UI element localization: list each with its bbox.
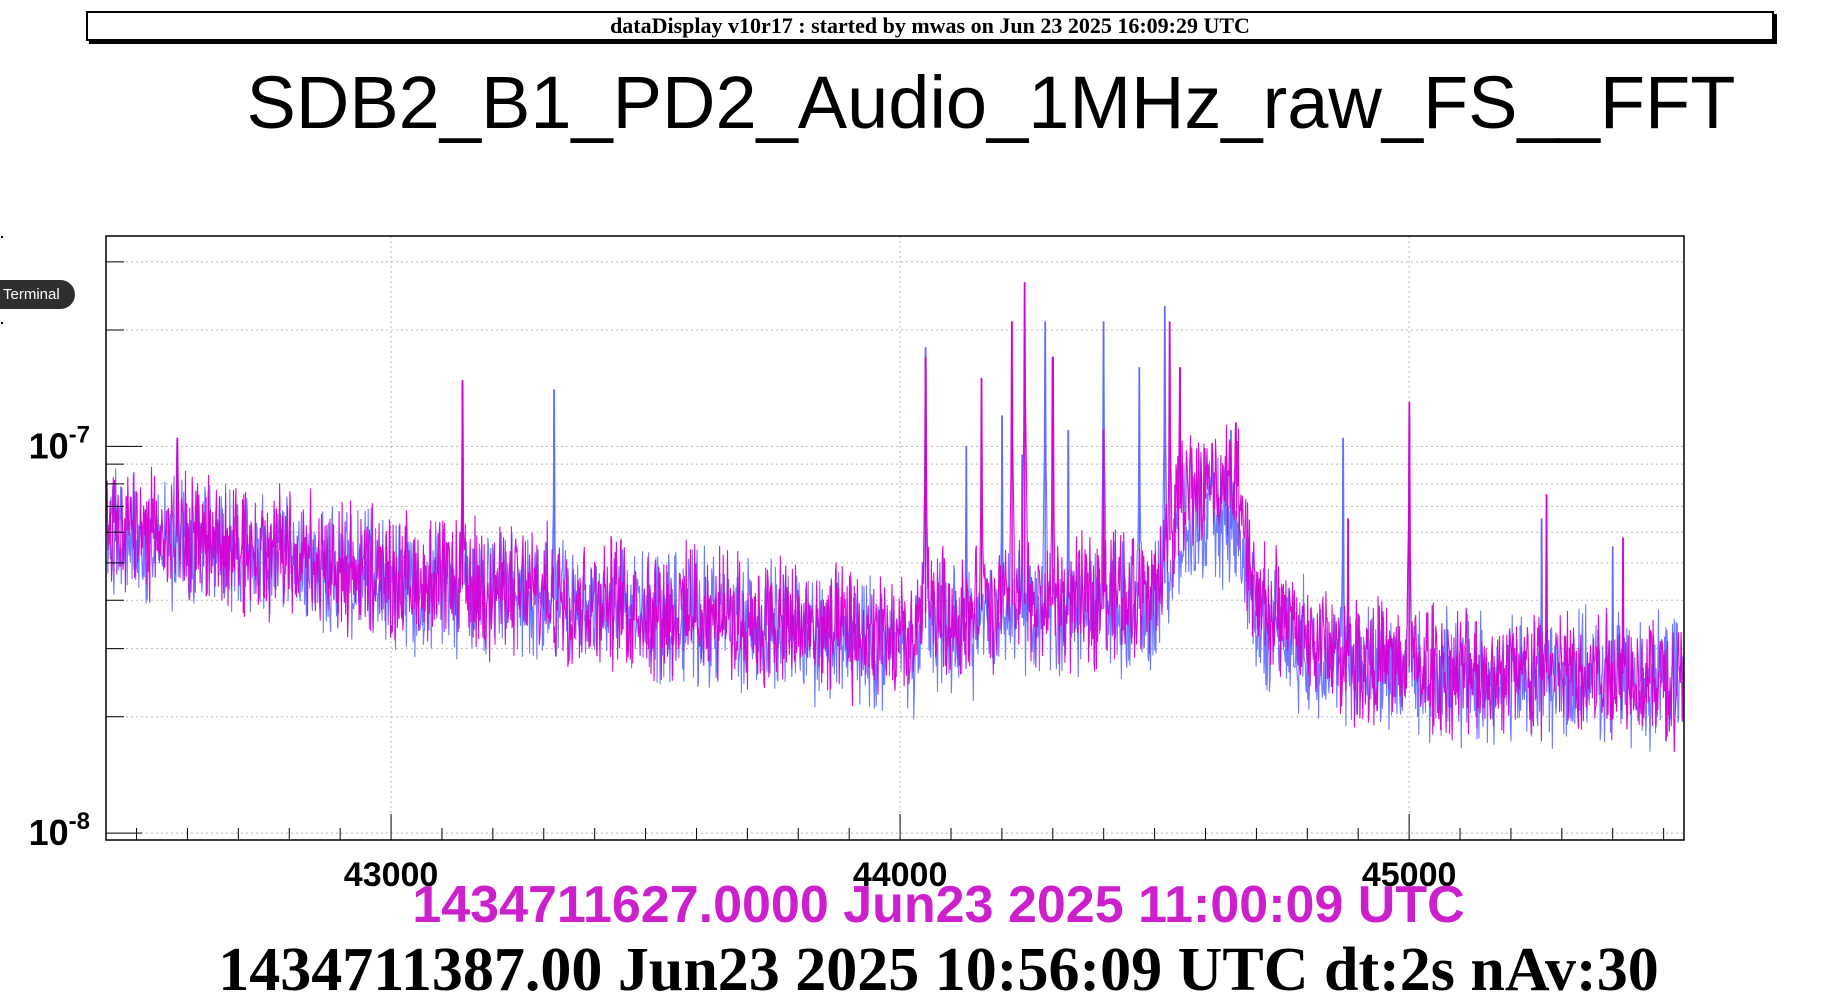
axis-ticks xyxy=(106,261,1665,840)
x-tick-label: 44000 xyxy=(853,856,948,894)
x-tick-labels: 43000 44000 45000 xyxy=(344,856,1457,894)
edge-mark-top xyxy=(1,236,3,238)
series-line-2 xyxy=(105,282,1685,753)
terminal-tooltip[interactable]: Terminal xyxy=(0,280,75,309)
status-banner: dataDisplay v10r17 : started by mwas on … xyxy=(86,11,1774,41)
series-layer xyxy=(105,282,1685,753)
series-line-1 xyxy=(105,305,1685,752)
edge-mark-bottom xyxy=(1,322,3,324)
y-tick-label: 10-7 xyxy=(29,421,90,466)
y-tick-labels: 10-8 10-7 xyxy=(29,421,90,853)
x-tick-label: 45000 xyxy=(1362,856,1457,894)
reference-timestamp: 1434711387.00 Jun23 2025 10:56:09 UTC dt… xyxy=(218,936,1659,1004)
x-tick-label: 43000 xyxy=(344,856,439,894)
y-tick-label: 10-8 xyxy=(29,808,90,853)
current-timestamp: 1434711627.0000 Jun23 2025 11:00:09 UTC xyxy=(412,876,1465,934)
chart-title: SDB2_B1_PD2_Audio_1MHz_raw_FS__FFT xyxy=(246,61,1736,144)
plot-frame xyxy=(105,235,1685,841)
